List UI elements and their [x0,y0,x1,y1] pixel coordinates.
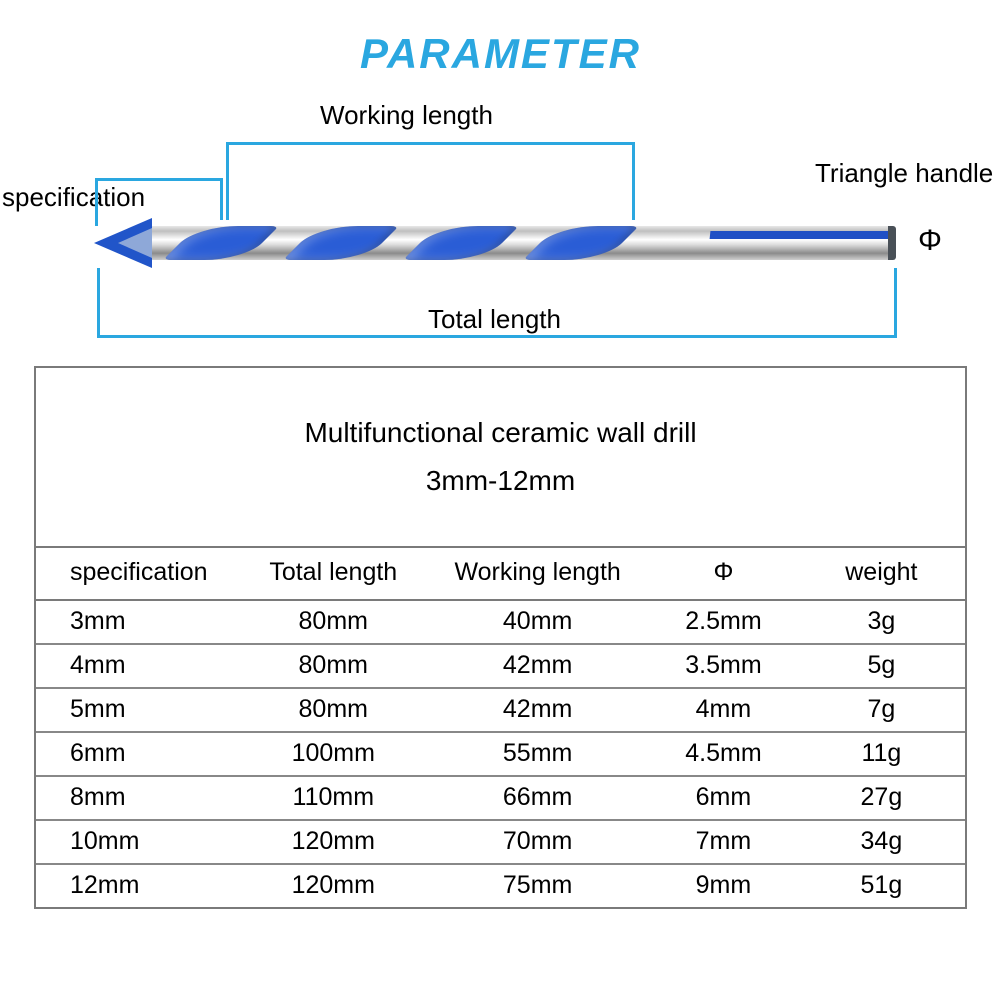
table-cell: 5g [798,644,965,688]
table-cell: 40mm [426,600,649,644]
table-cell: 110mm [240,776,426,820]
working-length-tick-left [226,142,229,220]
triangle-handle-label: Triangle handle [815,158,993,189]
table-cell: 3mm [36,600,240,644]
table-cell: 51g [798,864,965,907]
table-cell: 2.5mm [649,600,798,644]
spec-box-title: Multifunctional ceramic wall drill 3mm-1… [36,368,965,548]
table-row: 10mm120mm70mm7mm34g [36,820,965,864]
spec-title-line2: 3mm-12mm [426,465,575,497]
table-cell: 34g [798,820,965,864]
table-cell: 80mm [240,688,426,732]
spec-table: specification Total length Working lengt… [36,548,965,907]
spec-tick-right [220,178,223,220]
table-cell: 75mm [426,864,649,907]
table-cell: 80mm [240,644,426,688]
page-title: PARAMETER [360,30,641,78]
table-cell: 4.5mm [649,732,798,776]
drill-bit-illustration [100,218,900,268]
working-length-tick-right [632,142,635,220]
table-cell: 100mm [240,732,426,776]
col-specification: specification [36,548,240,600]
table-cell: 11g [798,732,965,776]
total-length-tick-right [894,268,897,338]
table-row: 4mm80mm42mm3.5mm5g [36,644,965,688]
table-cell: 66mm [426,776,649,820]
table-cell: 7g [798,688,965,732]
table-cell: 27g [798,776,965,820]
table-cell: 120mm [240,820,426,864]
table-cell: 42mm [426,644,649,688]
table-cell: 55mm [426,732,649,776]
table-cell: 80mm [240,600,426,644]
total-length-label: Total length [428,304,561,335]
working-length-line [226,142,635,145]
total-length-tick-left [97,268,100,338]
col-working-length: Working length [426,548,649,600]
table-cell: 8mm [36,776,240,820]
table-cell: 12mm [36,864,240,907]
table-cell: 5mm [36,688,240,732]
table-cell: 3g [798,600,965,644]
table-cell: 10mm [36,820,240,864]
table-cell: 4mm [36,644,240,688]
spec-line [95,178,223,181]
drill-handle-flat [710,231,891,239]
spec-box: Multifunctional ceramic wall drill 3mm-1… [34,366,967,909]
table-cell: 42mm [426,688,649,732]
table-cell: 9mm [649,864,798,907]
table-row: 12mm120mm75mm9mm51g [36,864,965,907]
spec-table-header-row: specification Total length Working lengt… [36,548,965,600]
col-phi: Φ [649,548,798,600]
drill-diagram: Working length specification Triangle ha… [0,100,1001,360]
spec-title-line1: Multifunctional ceramic wall drill [304,417,696,449]
table-cell: 4mm [649,688,798,732]
table-row: 3mm80mm40mm2.5mm3g [36,600,965,644]
table-cell: 120mm [240,864,426,907]
total-length-line [97,335,897,338]
phi-label: Φ [918,224,942,258]
col-total-length: Total length [240,548,426,600]
table-row: 5mm80mm42mm4mm7g [36,688,965,732]
table-cell: 7mm [649,820,798,864]
table-cell: 6mm [649,776,798,820]
table-row: 6mm100mm55mm4.5mm11g [36,732,965,776]
working-length-label: Working length [320,100,493,131]
specification-label: specification [2,182,145,213]
drill-end [888,226,896,260]
drill-tip-inner [118,228,152,258]
table-cell: 3.5mm [649,644,798,688]
table-cell: 70mm [426,820,649,864]
table-cell: 6mm [36,732,240,776]
col-weight: weight [798,548,965,600]
table-row: 8mm110mm66mm6mm27g [36,776,965,820]
